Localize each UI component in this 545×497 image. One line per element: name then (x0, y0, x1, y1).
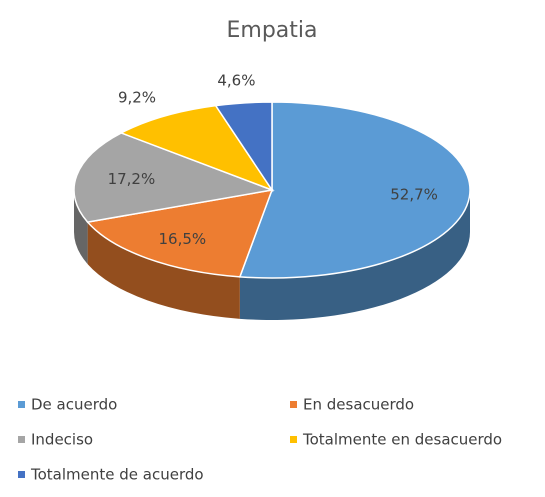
data-label: 16,5% (158, 230, 206, 248)
legend-label: Totalmente de acuerdo (30, 466, 204, 484)
slice (119, 104, 274, 192)
legend-swatch (290, 436, 297, 443)
chart-title: Empatia (227, 18, 318, 43)
legend-label: Totalmente en desacuerdo (302, 431, 502, 449)
legend-label: Indeciso (31, 431, 93, 449)
legend-label: En desacuerdo (303, 396, 414, 414)
legend-swatch (18, 471, 25, 478)
slice (214, 101, 273, 193)
legend-swatch (18, 401, 25, 408)
legend-swatch (18, 436, 25, 443)
legend-label: De acuerdo (31, 396, 117, 414)
data-label: 52,7% (390, 186, 438, 204)
slice-side (87, 222, 240, 319)
slice (73, 132, 275, 223)
data-label: 9,2% (118, 88, 156, 106)
slice-side (239, 190, 470, 321)
slice (86, 189, 274, 278)
data-label: 4,6% (217, 72, 255, 90)
slice-side (74, 190, 88, 265)
legend-swatch (290, 401, 297, 408)
data-label: 17,2% (108, 170, 156, 188)
slice (238, 101, 471, 279)
